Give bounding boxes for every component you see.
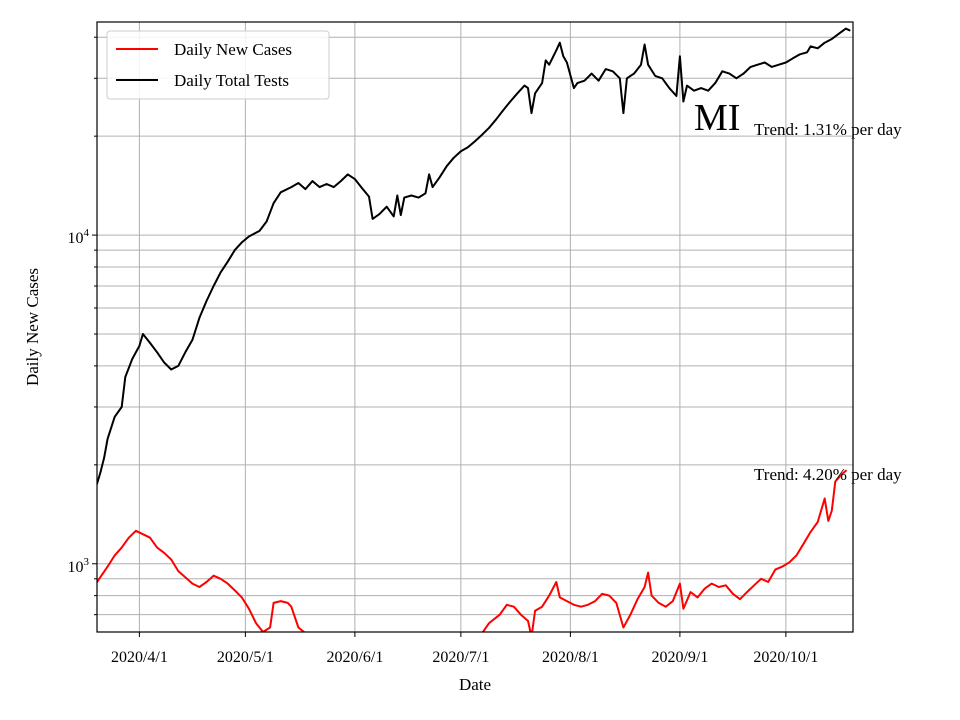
x-tick-label: 2020/5/1	[217, 649, 274, 666]
y-tick-label: 104	[68, 227, 90, 247]
state-label: MI	[694, 97, 740, 139]
y-axis-title: Daily New Cases	[23, 268, 42, 386]
x-axis-title: Date	[459, 675, 491, 694]
x-tick-label: 2020/10/1	[753, 649, 818, 666]
x-tick-label: 2020/7/1	[432, 649, 489, 666]
grid-lines	[97, 22, 853, 632]
y-tick-label: 103	[68, 556, 90, 576]
x-tick-label: 2020/8/1	[542, 649, 599, 666]
series-lines	[97, 27, 851, 632]
legend-label-daily-new-cases: Daily New Cases	[174, 40, 292, 59]
cases-trend-annotation: Trend: 4.20% per day	[754, 465, 902, 484]
x-tick-label: 2020/6/1	[326, 649, 383, 666]
series-line-daily-total-tests	[97, 27, 851, 485]
legend-label-daily-total-tests: Daily Total Tests	[174, 71, 289, 90]
tests-trend-annotation: Trend: 1.31% per day	[754, 120, 902, 139]
x-tick-label: 2020/4/1	[111, 649, 168, 666]
legend-box	[106, 30, 330, 100]
legend: Daily New Cases Daily Total Tests	[106, 30, 330, 100]
axis-ticks: 2020/4/1 2020/5/1 2020/6/1 2020/7/1 2020/8/1…	[68, 36, 818, 666]
x-tick-label: 2020/9/1	[651, 649, 708, 666]
plot-frame	[96, 21, 854, 633]
series-line-daily-new-cases	[97, 469, 847, 632]
